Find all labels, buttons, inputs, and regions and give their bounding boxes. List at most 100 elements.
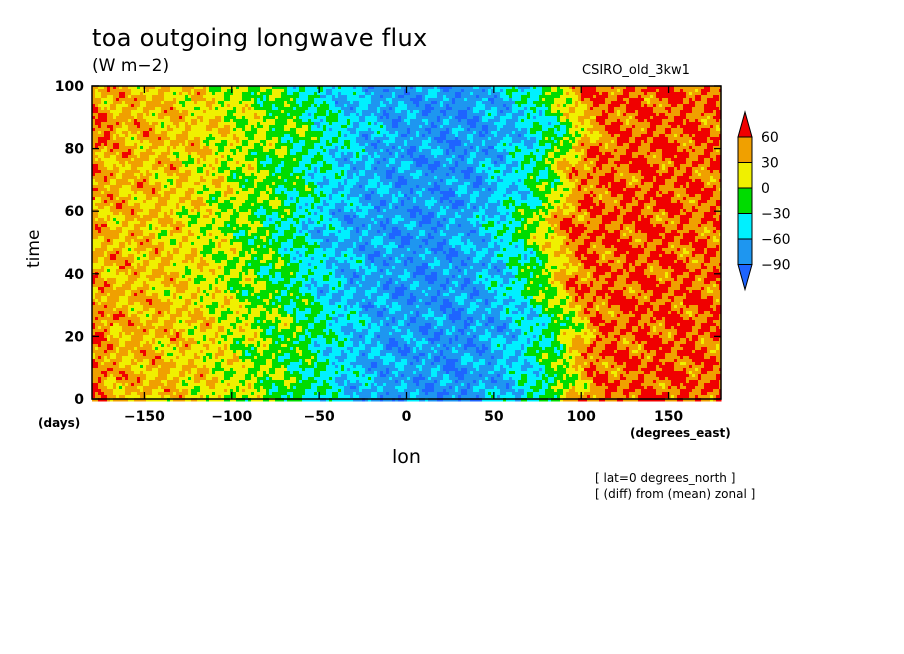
heatmap-cell [248, 104, 252, 108]
heatmap-cell [527, 227, 537, 231]
heatmap-cell [137, 143, 153, 147]
heatmap-cell [209, 170, 219, 174]
heatmap-cell [395, 260, 402, 264]
heatmap-cell [569, 206, 576, 210]
heatmap-cell [257, 167, 276, 171]
heatmap-cell [353, 101, 360, 105]
heatmap-cell [485, 143, 498, 147]
heatmap-cell [398, 206, 414, 210]
heatmap-cell [257, 251, 270, 255]
heatmap-cell [152, 248, 156, 252]
heatmap-cell [485, 203, 489, 207]
heatmap-cell [635, 221, 651, 225]
heatmap-cell [641, 89, 657, 93]
heatmap-cell [134, 191, 138, 195]
heatmap-cell [110, 107, 117, 111]
heatmap-cell [674, 164, 681, 168]
heatmap-cell [368, 182, 378, 186]
heatmap-cell [128, 95, 132, 99]
heatmap-cell [488, 206, 498, 210]
heatmap-cell [347, 125, 354, 129]
heatmap-cell [452, 245, 456, 249]
heatmap-cell [149, 128, 153, 132]
heatmap-cell [566, 98, 573, 102]
heatmap-cell [356, 215, 360, 219]
heatmap-cell [404, 200, 414, 204]
heatmap-cell [563, 104, 567, 108]
heatmap-cell [320, 197, 330, 201]
heatmap-cell [272, 263, 276, 267]
heatmap-cell [341, 200, 345, 204]
heatmap-cell [377, 209, 381, 213]
heatmap-cell [278, 236, 294, 240]
heatmap-cell [530, 116, 534, 120]
heatmap-cell [317, 266, 327, 270]
heatmap-cell [164, 101, 177, 105]
heatmap-cell [224, 194, 228, 198]
heatmap-cell [185, 146, 201, 150]
heatmap-cell [212, 164, 222, 168]
heatmap-cell [575, 209, 579, 213]
heatmap-cell [359, 206, 375, 210]
heatmap-cell [215, 158, 219, 162]
heatmap-cell [578, 170, 594, 174]
heatmap-cell [626, 128, 633, 132]
heatmap-cell [131, 92, 141, 96]
heatmap-cell [224, 146, 237, 150]
heatmap-cell [686, 149, 693, 153]
heatmap-cell [569, 176, 573, 180]
heatmap-cell [620, 233, 624, 237]
heatmap-cell [671, 110, 681, 114]
heatmap-cell [110, 188, 120, 192]
heatmap-cell [698, 155, 711, 159]
heatmap-cell [332, 140, 339, 144]
heatmap-cell [320, 89, 324, 93]
heatmap-cell [623, 89, 636, 93]
heatmap-cell [482, 119, 489, 123]
heatmap-cell [104, 260, 126, 264]
heatmap-cell [332, 110, 339, 114]
heatmap-cell [92, 176, 105, 180]
heatmap-cell [515, 149, 522, 153]
heatmap-cell [308, 95, 321, 99]
heatmap-cell [575, 155, 579, 159]
heatmap-cell [533, 101, 555, 105]
heatmap-cell [608, 263, 624, 267]
heatmap-cell [344, 173, 348, 177]
heatmap-cell [278, 260, 285, 264]
heatmap-cell [638, 113, 657, 117]
heatmap-cell [443, 140, 447, 144]
heatmap-cell [359, 119, 366, 123]
heatmap-cell [503, 158, 507, 162]
heatmap-cell [392, 119, 402, 123]
heatmap-cell [584, 197, 594, 201]
heatmap-cell [623, 113, 627, 117]
heatmap-cell [410, 167, 429, 171]
heatmap-cell [614, 155, 621, 159]
heatmap-cell [236, 251, 240, 255]
heatmap-cell [710, 257, 722, 261]
heatmap-cell [212, 209, 222, 213]
heatmap-cell [371, 194, 381, 198]
heatmap-cell [149, 146, 159, 150]
heatmap-cell [284, 110, 306, 114]
heatmap-cell [707, 122, 722, 126]
heatmap-cell [662, 158, 666, 162]
heatmap-cell [530, 206, 537, 210]
heatmap-cell [425, 173, 429, 177]
heatmap-cell [113, 239, 126, 243]
heatmap-cell [401, 86, 411, 90]
heatmap-cell [206, 98, 213, 102]
heatmap-cell [296, 158, 303, 162]
heatmap-cell [116, 254, 123, 258]
heatmap-cell [551, 266, 558, 270]
heatmap-cell [386, 218, 390, 222]
heatmap-cell [569, 113, 585, 117]
heatmap-cell [593, 170, 597, 174]
heatmap-cell [149, 113, 153, 117]
heatmap-cell [542, 92, 546, 96]
heatmap-cell [473, 248, 477, 252]
heatmap-cell [680, 194, 690, 198]
heatmap-cell [383, 101, 390, 105]
heatmap-cell [620, 110, 627, 114]
